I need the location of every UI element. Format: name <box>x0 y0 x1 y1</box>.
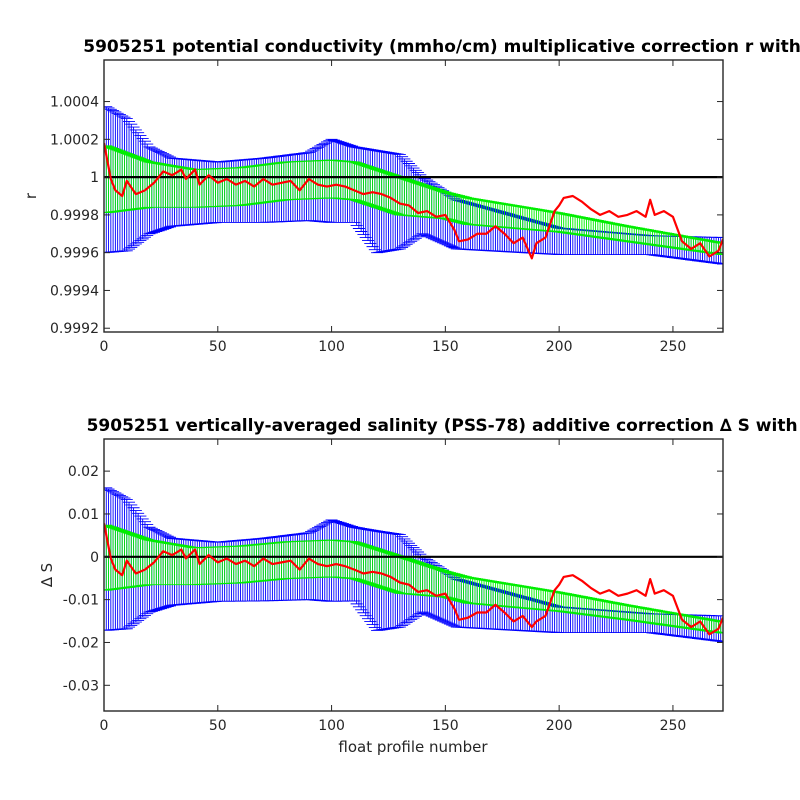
x-tick-label: 200 <box>546 339 573 355</box>
plot-area-salinity <box>104 487 723 643</box>
y-tick-label: 0.9996 <box>50 246 99 262</box>
x-tick-label: 0 <box>100 718 109 734</box>
red-correction-line <box>104 142 723 260</box>
y-tick-label: -0.02 <box>63 635 99 651</box>
y-tick-label: 0.9998 <box>50 208 99 224</box>
x-tick-label: 150 <box>432 339 459 355</box>
salinity-correction-panel: 5905251 vertically-averaged salinity (PS… <box>38 416 800 756</box>
y-axis-label-salinity: ∆ S <box>38 563 56 588</box>
conductivity-correction-panel: 5905251 potential conductivity (mmho/cm)… <box>22 37 800 355</box>
axes-conductivity: 0 50 100 150 200 250 0.9992 0.9994 0.9996 0.9998 1… <box>50 59 724 355</box>
x-tick-label: 150 <box>432 718 459 734</box>
y-tick-label: 0.02 <box>68 464 99 480</box>
x-tick-label: 50 <box>209 718 227 734</box>
y-tick-label: 0.9992 <box>50 321 99 337</box>
y-tick-label: 0 <box>90 550 99 566</box>
y-tick-label: 1.0002 <box>50 132 99 148</box>
y-axis-label-conductivity: r <box>22 192 40 199</box>
axes-box <box>103 59 724 333</box>
x-tick-label: 250 <box>660 718 687 734</box>
y-tick-label: -0.03 <box>63 678 99 694</box>
y-tick-label: 0.01 <box>68 507 99 523</box>
y-tick-label: 1 <box>90 170 99 186</box>
green-error-bars-path <box>104 145 723 256</box>
y-tick-label: 0.9994 <box>50 283 99 299</box>
x-tick-label: 200 <box>546 718 573 734</box>
green-error-bars <box>104 145 723 256</box>
y-tick-label: -0.01 <box>63 593 99 609</box>
axes-box <box>103 438 724 712</box>
x-tick-label: 250 <box>660 339 687 355</box>
x-tick-label: 50 <box>209 339 227 355</box>
chart-title-salinity: 5905251 vertically-averaged salinity (PS… <box>87 416 800 436</box>
red-correction-line <box>104 523 723 636</box>
y-tick-label: 1.0004 <box>50 95 99 111</box>
x-axis-label: float profile number <box>338 738 488 756</box>
x-tick-label: 100 <box>318 718 345 734</box>
x-tick-label: 100 <box>318 339 345 355</box>
plot-area-conductivity <box>104 106 723 265</box>
x-tick-label: 0 <box>100 339 109 355</box>
chart-title-conductivity: 5905251 potential conductivity (mmho/cm)… <box>83 37 800 57</box>
axes-salinity: 0 50 100 150 200 250 -0.03 -0.02 -0.01 0 0.01 0.02 <box>63 438 724 734</box>
